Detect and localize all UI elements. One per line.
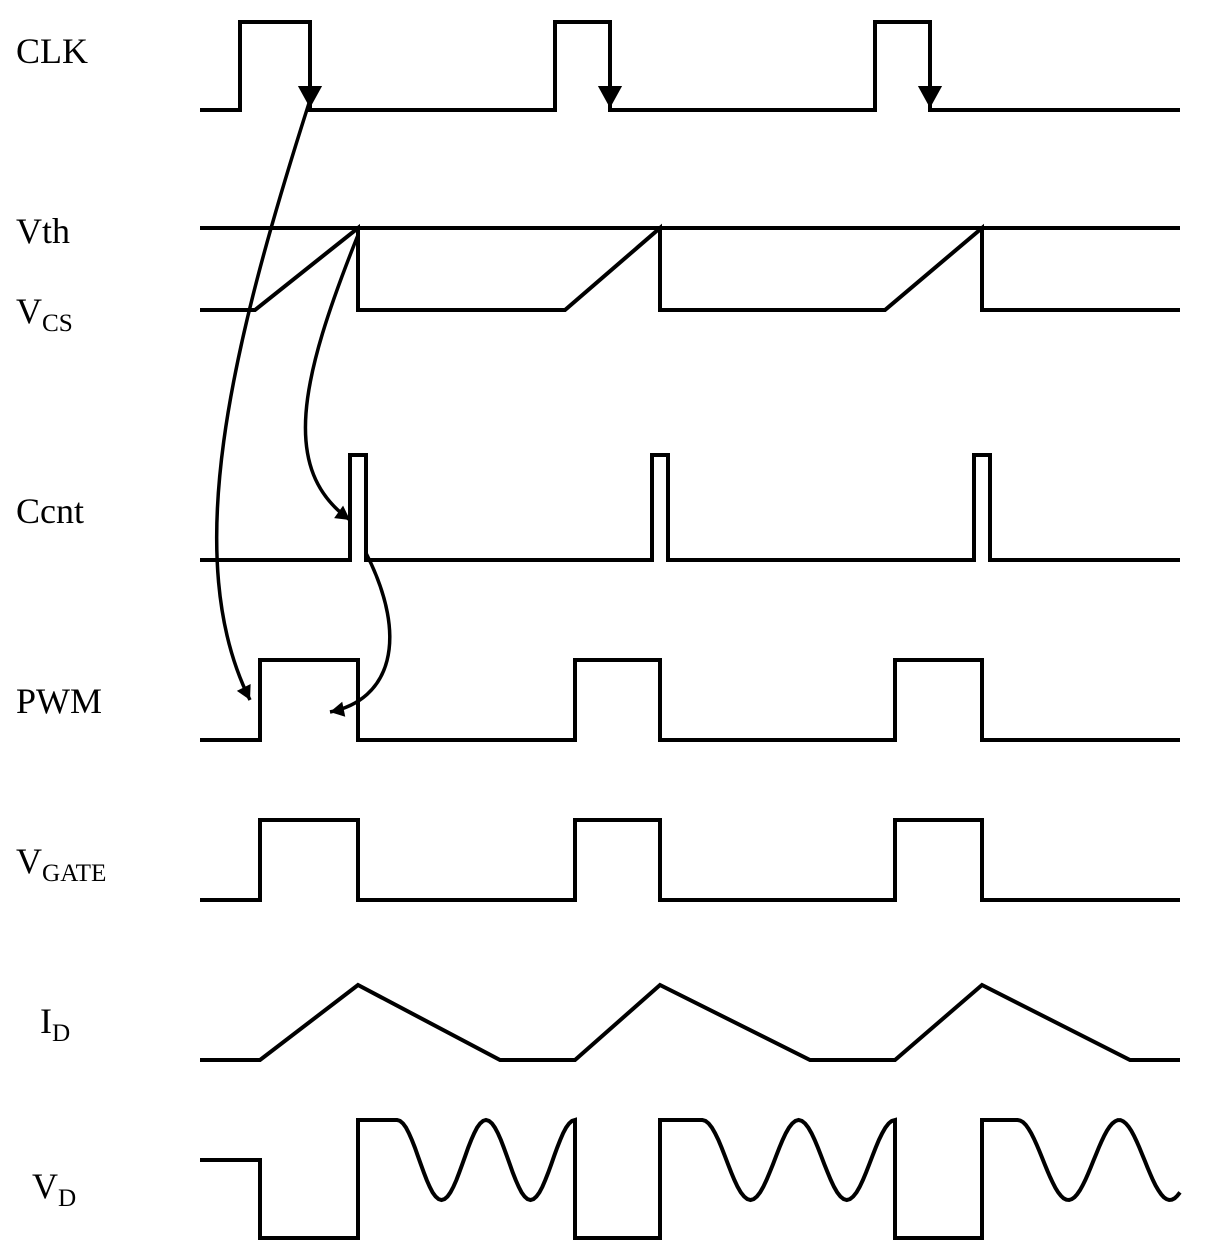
waveform-canvas — [0, 0, 1219, 1256]
id-waveform — [200, 985, 1180, 1060]
vgate-label: VGATE — [16, 840, 106, 888]
clk-waveform — [200, 22, 1180, 110]
pwm-waveform — [200, 660, 1180, 740]
pwm-label: PWM — [16, 680, 102, 722]
vd-waveform — [200, 1120, 1180, 1238]
id-label: ID — [40, 1000, 70, 1048]
ccnt-label: Ccnt — [16, 490, 84, 532]
vcs-label: VCS — [16, 290, 73, 338]
clk-label: CLK — [16, 30, 88, 72]
vcs-waveform — [200, 228, 1180, 310]
causal-arrow — [217, 100, 310, 700]
vth-label: Vth — [16, 210, 70, 252]
timing-diagram: CLK Vth VCS Ccnt PWM VGATE ID VD — [0, 0, 1219, 1256]
ccnt-waveform — [200, 455, 1180, 560]
vgate-waveform — [200, 820, 1180, 900]
vd-label: VD — [32, 1165, 76, 1213]
